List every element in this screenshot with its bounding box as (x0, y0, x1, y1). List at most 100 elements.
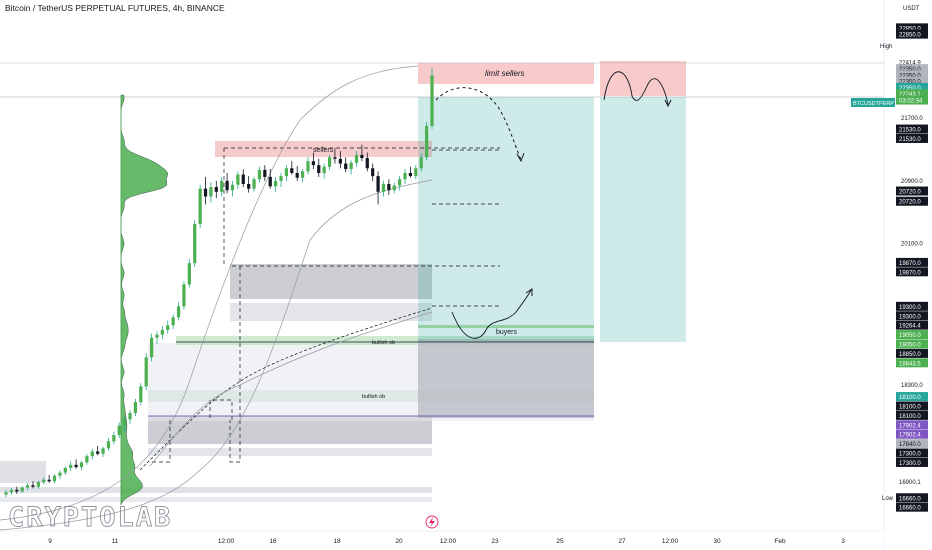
projection-right-arrowhead (664, 99, 672, 108)
price-tag-text: 16900.1 (899, 480, 921, 486)
price-tag-text: 03:02:34 (899, 99, 923, 105)
candle-body (419, 157, 423, 169)
price-tag: 22850.0 (896, 29, 928, 39)
price-tag-text: 18100.0 (899, 395, 921, 401)
candle-body (139, 386, 143, 403)
lower-band (0, 179, 433, 531)
zone-lower-band-2 (0, 497, 432, 502)
candle-body (220, 180, 224, 192)
candle-body (403, 172, 407, 180)
candle-body (252, 179, 256, 189)
candle-body (144, 357, 148, 387)
price-tag-text: 22350.0 (899, 73, 921, 79)
trading-zones (0, 61, 930, 502)
candle-body (327, 157, 332, 167)
candle-body (90, 451, 94, 457)
price-tag-text: 21530.0 (899, 128, 921, 134)
candle-body (52, 475, 57, 482)
time-tick-label: 12:00 (218, 538, 235, 545)
candle-body (322, 166, 326, 173)
watermark-logo: CRYPTOLAB (8, 502, 172, 533)
zone-lower-band (0, 487, 432, 493)
price-tag: 22414.9 (896, 57, 928, 67)
price-tag-text: 19300.0 (899, 314, 921, 320)
projections (435, 71, 672, 339)
price-tag: 22243.1 (896, 89, 928, 99)
price-tag: 16660.0 (896, 493, 928, 503)
candle-body (306, 161, 310, 172)
candle-body (74, 464, 78, 468)
buyers-grey-block (418, 339, 594, 418)
price-tag: 18843.5 (896, 358, 928, 368)
time-tick-label: 9 (48, 538, 52, 545)
candle-body (387, 183, 391, 191)
price-tag: 20720.0 (896, 196, 928, 206)
candle-body (414, 168, 418, 177)
price-tag-text: 17902.4 (899, 423, 921, 429)
price-tag-text: 17840.0 (899, 442, 921, 448)
price-tag-text: 19264.4 (899, 324, 921, 330)
price-tag: 17902.4 (896, 420, 928, 430)
currency-label: USDT (903, 6, 920, 12)
price-tag-text: 22350.0 (899, 67, 921, 73)
price-axis[interactable]: USDT High Low 22850.022850.022414.922350… (851, 0, 932, 550)
candle-body (182, 284, 186, 307)
price-tag: 19300.0 (896, 301, 928, 311)
candle-body (290, 168, 294, 173)
dashed-box-2 (209, 399, 233, 420)
candle-body (36, 482, 40, 487)
price-tag-text: 16660.0 (899, 496, 921, 502)
price-tag: 19870.0 (896, 257, 928, 267)
candle-body (20, 487, 24, 492)
price-tag-text: 17300.0 (899, 452, 921, 458)
candle-body (58, 472, 62, 476)
candle-body (187, 263, 191, 285)
price-ticks: 21700.0 20900.0 20100.0 18300.0 (901, 116, 923, 389)
sellers-zone (215, 141, 432, 157)
price-tag-text: 16660.0 (899, 506, 921, 512)
price-tick-label: 20100.0 (901, 242, 923, 248)
candle-body (209, 187, 213, 197)
time-tick-label: 27 (618, 538, 626, 545)
candle-body (225, 180, 229, 191)
envelope-bands (0, 65, 433, 531)
price-tag-text: 19870.0 (899, 261, 921, 267)
long-position-profit (418, 97, 594, 342)
time-tick-label: 25 (556, 538, 564, 545)
candle-body (198, 188, 202, 224)
price-tick-label: 20900.0 (901, 179, 923, 185)
candle-body (9, 489, 14, 493)
dashed-box (150, 420, 171, 463)
volume-profile (120, 94, 169, 506)
price-tag: 17300.0 (896, 457, 928, 467)
projection-up-path (451, 289, 532, 339)
price-tag-text: 18100.0 (899, 404, 921, 410)
candle-body (295, 172, 299, 178)
candle-body (166, 325, 170, 330)
candle-body (398, 179, 402, 186)
price-tag-text: 22850.0 (899, 26, 921, 32)
lightning-icon[interactable] (425, 515, 439, 529)
candle-body (155, 334, 159, 338)
time-axis[interactable]: 9 11 12:00 16 18 20 12:00 23 25 27 12:00 30 Feb 3 (0, 530, 884, 550)
projection-right-path (603, 71, 669, 105)
candle-body (160, 329, 164, 335)
price-tag: 20720.0 (896, 186, 928, 196)
price-tag-text: 17902.4 (899, 433, 921, 439)
time-tick-label: 18 (333, 538, 341, 545)
time-tick-label: 30 (713, 538, 721, 545)
candle-body (31, 485, 35, 487)
candle-body (274, 180, 278, 187)
price-tag-text: 19870.0 (899, 270, 921, 276)
limit-sellers-label: limit sellers (485, 69, 525, 78)
price-tag: 03:02:34 (896, 95, 928, 105)
candle-body (128, 413, 132, 420)
time-tick-label: 23 (491, 538, 499, 545)
price-tag: 18100.0 (896, 401, 928, 411)
price-tag-text: 19050.0 (899, 342, 921, 348)
candle-body (236, 174, 240, 185)
time-tick-label: Feb (774, 538, 786, 545)
time-tick-label: 16 (269, 538, 277, 545)
upper-band (0, 65, 419, 521)
